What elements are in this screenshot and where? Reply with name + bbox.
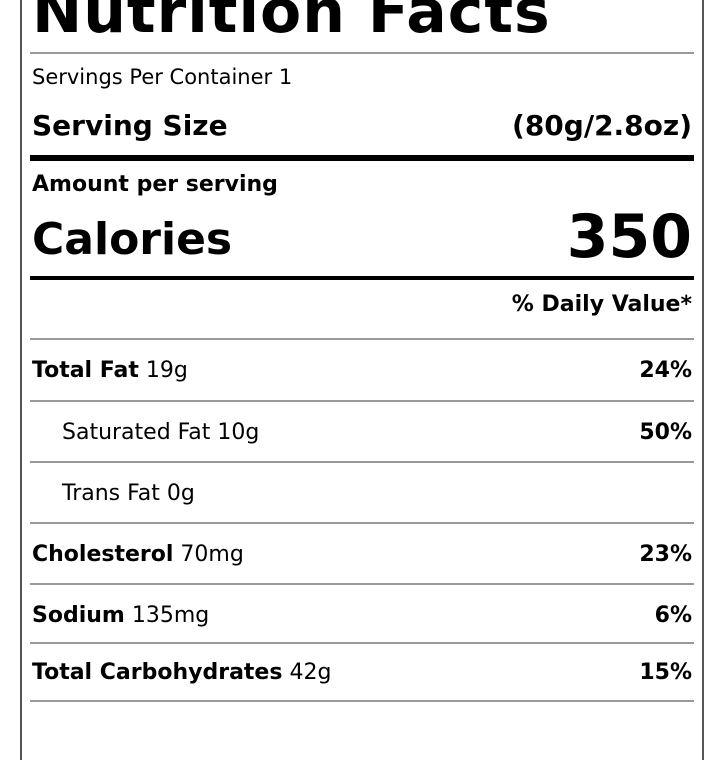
medium-divider — [30, 276, 694, 280]
nutrient-daily-value: 23% — [639, 542, 692, 567]
nutrient-row-total-fat: Total Fat 19g 24% — [30, 340, 694, 400]
nutrient-daily-value: 50% — [639, 420, 692, 445]
calories-value: 350 — [566, 202, 692, 272]
nutrient-name: Sodium 135mg — [32, 603, 210, 628]
nutrient-daily-value: 24% — [639, 358, 692, 383]
servings-per-container: Servings Per Container 1 — [32, 65, 293, 89]
daily-value-header: % Daily Value* — [511, 292, 692, 317]
nutrient-name: Total Carbohydrates 42g — [32, 660, 332, 685]
nutrition-facts-label: Nutrition Facts Servings Per Container 1… — [20, 0, 704, 760]
nutrient-name: Total Fat 19g — [32, 358, 188, 383]
nutrient-daily-value: 6% — [654, 603, 692, 628]
amount-per-serving: Amount per serving — [32, 172, 278, 197]
divider — [30, 338, 694, 340]
thick-divider — [30, 155, 694, 161]
label-title: Nutrition Facts — [32, 0, 551, 47]
nutrient-name: Cholesterol 70mg — [32, 542, 244, 567]
divider — [30, 642, 694, 644]
divider — [30, 583, 694, 585]
nutrient-name: Saturated Fat 10g — [62, 420, 260, 445]
divider — [30, 400, 694, 402]
serving-size-label: Serving Size — [32, 109, 228, 142]
nutrient-daily-value: 15% — [639, 660, 692, 685]
nutrient-row-total-carbohydrates: Total Carbohydrates 42g 15% — [30, 642, 694, 702]
divider — [30, 52, 694, 54]
nutrient-row-sodium: Sodium 135mg 6% — [30, 585, 694, 645]
calories-label: Calories — [32, 214, 233, 265]
divider — [30, 461, 694, 463]
serving-size-value: (80g/2.8oz) — [512, 109, 692, 142]
nutrient-name: Trans Fat 0g — [62, 481, 195, 506]
nutrient-row-trans-fat: Trans Fat 0g — [30, 463, 694, 523]
nutrient-row-saturated-fat: Saturated Fat 10g 50% — [30, 402, 694, 462]
divider — [30, 522, 694, 524]
divider — [30, 700, 694, 702]
nutrient-row-cholesterol: Cholesterol 70mg 23% — [30, 524, 694, 584]
label-content: Nutrition Facts Servings Per Container 1… — [30, 0, 694, 760]
